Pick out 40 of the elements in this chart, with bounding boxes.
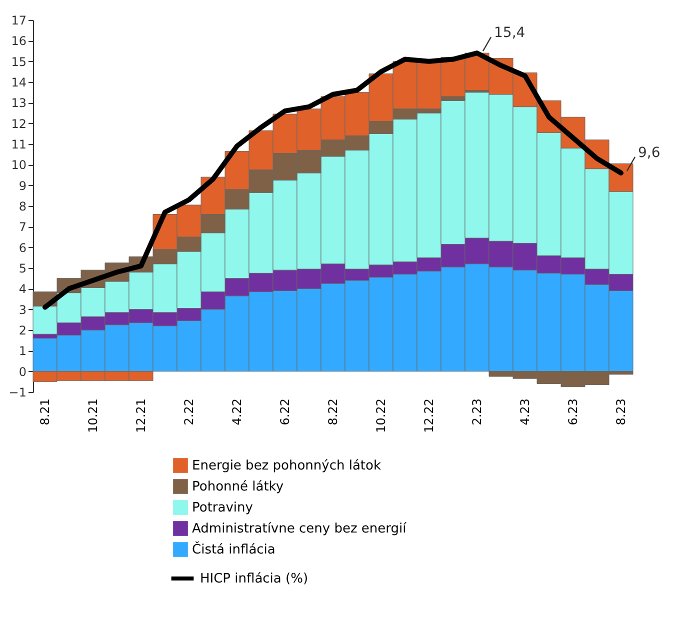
x-tick-label: 12.22 <box>422 398 436 433</box>
x-tick-label: 10.22 <box>374 398 388 433</box>
legend-label: Potraviny <box>192 500 254 516</box>
legend-label: Energie bez pohonných látok <box>192 458 382 474</box>
y-tick-label: 15 <box>11 54 26 69</box>
x-tick-label: 8.22 <box>326 398 340 426</box>
y-tick-label: 1 <box>18 344 26 358</box>
legend-label: Čistá inflácia <box>192 540 276 558</box>
x-tick-label: 4.23 <box>518 398 532 426</box>
y-tick-label: 7 <box>18 220 26 234</box>
x-tick-label: 2.23 <box>470 398 484 426</box>
annotation: 15,4 <box>494 25 526 42</box>
x-tick-label: 2.22 <box>182 398 196 426</box>
x-tick-label: 8.23 <box>614 398 628 426</box>
legend-label: Administratívne ceny bez energií <box>192 522 407 536</box>
y-tick-label: 0 <box>18 364 26 379</box>
y-tick-label: −1 <box>8 386 26 400</box>
y-tick-label: 16 <box>11 34 26 48</box>
y-tick-label: 17 <box>11 14 26 28</box>
x-tick-label: 6.23 <box>566 398 580 426</box>
y-tick-label: 9 <box>18 178 26 193</box>
y-tick-label: 4 <box>18 282 26 296</box>
y-tick-label: 8 <box>18 200 26 214</box>
y-tick-label: 2 <box>18 324 26 338</box>
x-tick-label: 10.21 <box>86 398 100 433</box>
legend-label: Pohonné látky <box>192 480 284 494</box>
y-tick-label: 13 <box>11 96 26 110</box>
y-tick-label: 5 <box>18 262 26 276</box>
x-tick-label: 12.21 <box>134 398 148 433</box>
y-tick-label: 12 <box>11 116 26 131</box>
x-tick-label: 6.22 <box>278 398 292 426</box>
y-tick-label: 6 <box>18 240 26 255</box>
annotation: 9,6 <box>638 144 660 161</box>
legend-label: HICP inflácia (%) <box>200 572 308 586</box>
x-tick-label: 4.22 <box>230 398 244 426</box>
y-tick-label: 10 <box>11 158 26 172</box>
y-tick-label: 3 <box>18 302 26 317</box>
x-tick-label: 8.21 <box>38 398 52 426</box>
y-tick-label: 14 <box>11 76 26 90</box>
y-tick-label: 11 <box>11 138 26 152</box>
